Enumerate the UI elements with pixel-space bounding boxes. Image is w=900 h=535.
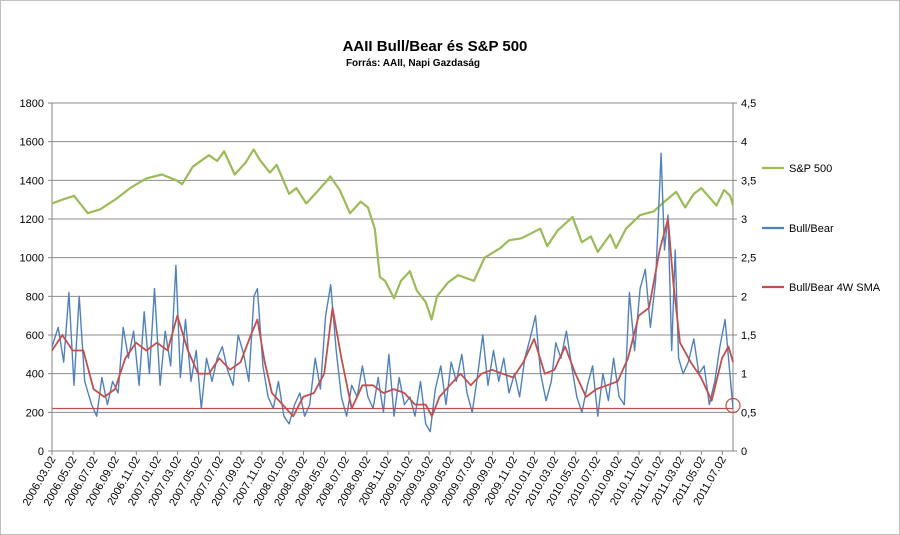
right-tick-label: 1,5 — [741, 330, 756, 342]
series-line-s-p-500 — [51, 148, 735, 321]
left-tick-label: 800 — [26, 291, 44, 303]
left-tick-label: 400 — [26, 369, 44, 381]
series-line-bull-bear-4w-sma — [51, 218, 734, 418]
right-axis-ticks: 0 0,5 1 1,5 2 2,5 3 3,5 4 4,5 — [733, 98, 756, 458]
legend: S&P 500 Bull/Bear Bull/Bear 4W SMA — [762, 163, 881, 294]
series-line-bull-bear — [51, 152, 734, 433]
series-layer — [51, 148, 741, 433]
legend-label: Bull/Bear — [789, 223, 834, 235]
left-tick-label: 1800 — [20, 98, 44, 110]
x-axis-ticks: 2006.03.022006.05.022006.07.022006.09.02… — [21, 451, 729, 508]
right-tick-label: 0 — [741, 446, 747, 458]
legend-label: Bull/Bear 4W SMA — [789, 282, 881, 294]
right-tick-label: 4 — [741, 137, 747, 149]
legend-label: S&P 500 — [789, 163, 832, 175]
right-tick-label: 2,5 — [741, 253, 756, 265]
axes — [51, 103, 734, 452]
left-tick-label: 1200 — [20, 214, 44, 226]
gridlines — [52, 102, 733, 413]
chart-title: AAII Bull/Bear és S&P 500 — [342, 38, 528, 55]
left-tick-label: 1000 — [20, 253, 44, 265]
right-tick-label: 4,5 — [741, 98, 756, 110]
right-tick-label: 1 — [741, 369, 747, 381]
right-tick-label: 0,5 — [741, 407, 756, 419]
left-axis-ticks: 0 200 400 600 800 1000 1200 1400 1600 1800 — [20, 98, 52, 458]
highlight-circle — [725, 397, 741, 414]
left-tick-label: 1400 — [20, 175, 44, 187]
left-tick-label: 1600 — [20, 137, 44, 149]
right-tick-label: 3 — [741, 214, 747, 226]
left-tick-label: 600 — [26, 330, 44, 342]
left-tick-label: 0 — [38, 446, 44, 458]
right-tick-label: 3,5 — [741, 175, 756, 187]
right-tick-label: 2 — [741, 291, 747, 303]
chart-subtitle: Forrás: AAII, Napi Gazdaság — [345, 58, 481, 69]
left-tick-label: 200 — [26, 407, 44, 419]
